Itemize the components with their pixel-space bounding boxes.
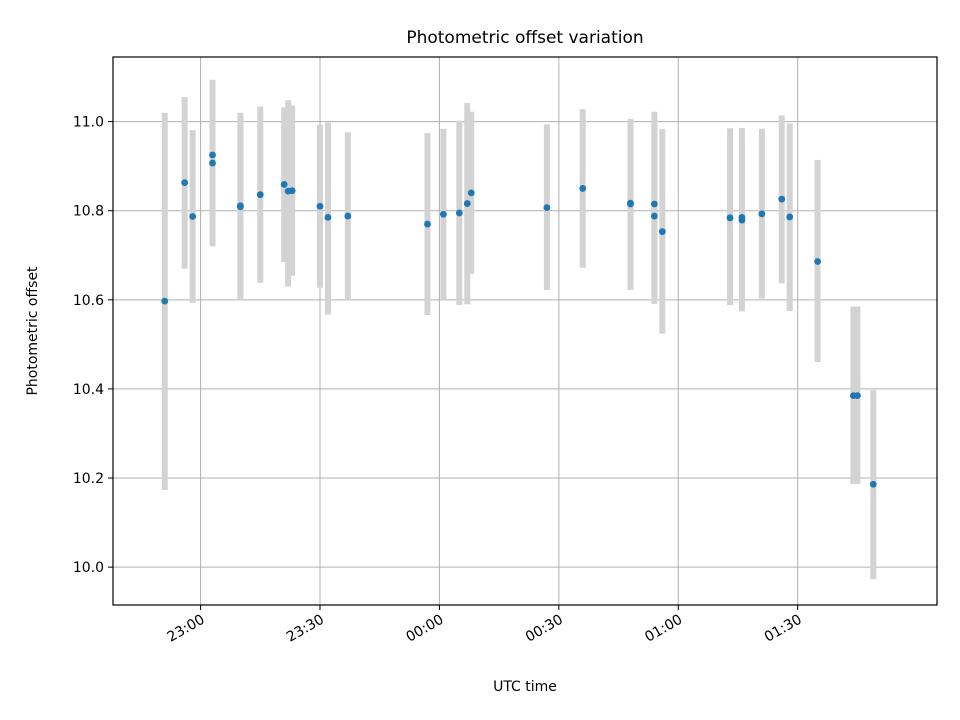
x-tick-label: 23:30 [284,612,327,646]
data-point [316,202,324,210]
data-point [738,216,746,224]
x-axis-ticks: 23:00 23:30 00:00 00:30 01:00 01:30 [165,605,805,646]
plot-area [113,57,937,605]
data-point [778,195,786,203]
data-point [424,220,431,228]
y-tick-label: 11.0 [73,115,104,131]
data-point [439,210,447,218]
data-point [463,200,471,207]
chart-title: Photometric offset variation [406,28,643,48]
data-point [344,212,352,220]
data-point [189,213,197,220]
data-point [658,228,666,236]
data-point [455,209,463,217]
data-point [209,159,216,167]
data-point [161,297,169,305]
data-point [726,214,734,222]
x-tick-label: 00:00 [403,612,446,646]
data-point [280,181,288,188]
data-point [627,200,634,208]
x-axis-label: UTC time [493,679,557,695]
y-tick-label: 10.6 [73,293,104,309]
x-tick-label: 23:00 [165,612,208,646]
y-tick-label: 10.0 [73,560,104,576]
data-points [161,151,877,488]
plot-frame [112,56,938,606]
data-point [786,213,794,221]
y-tick-label: 10.8 [73,204,104,220]
data-point [181,179,189,187]
data-point [209,151,216,159]
data-point [758,210,766,218]
x-tick-label: 01:00 [642,612,685,646]
data-point [467,189,475,197]
x-tick-label: 01:30 [762,612,805,646]
data-point [543,204,551,211]
y-tick-label: 10.2 [73,471,104,487]
data-point [853,392,861,400]
data-point [869,480,877,488]
data-point [236,203,244,211]
y-tick-label: 10.4 [73,382,104,398]
data-point [256,191,264,199]
x-tick-label: 00:30 [523,612,566,646]
y-axis-ticks: 10.0 10.2 10.4 10.6 10.8 11.0 [73,115,113,576]
y-axis-label: Photometric offset [25,266,41,396]
data-point [814,258,821,265]
data-point [650,200,658,208]
data-point [324,213,332,221]
data-point [288,187,296,195]
data-point [579,185,587,192]
grid-lines [113,57,937,605]
data-point [650,212,658,220]
